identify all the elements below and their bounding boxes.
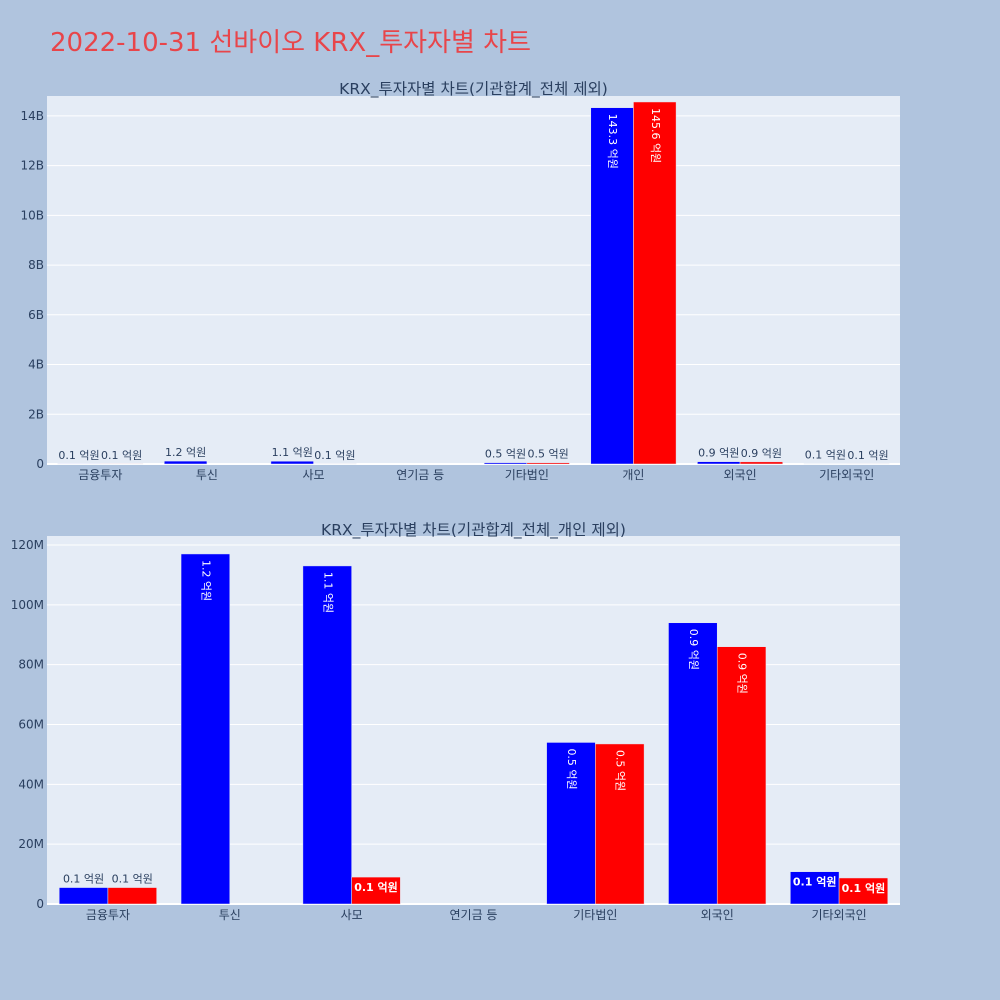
y-tick-label: 8B	[28, 258, 44, 272]
bar-label: 0.9 억원	[741, 447, 782, 460]
y-tick-label: 10B	[20, 208, 44, 222]
x-tick-label: 투신	[219, 908, 241, 922]
x-tick-label: 금융투자	[78, 468, 122, 482]
bar-label: 1.2 억원	[199, 560, 212, 601]
bar	[58, 887, 109, 905]
investor-chart-top: KRX_투자자별 차트(기관합계_전체 제외) 0 2B 4B 6B 8B 10B 12B 14…	[20, 80, 900, 482]
bar	[351, 876, 401, 905]
bar-label: 0.1 억원	[842, 881, 886, 895]
bar	[270, 460, 314, 465]
plot-area	[47, 96, 900, 464]
bar-label: 1.2 억원	[165, 446, 206, 459]
bar-label: 0.5 억원	[614, 750, 627, 791]
bar	[838, 877, 889, 905]
bar-label: 0.5 억원	[485, 448, 526, 461]
bar	[697, 461, 741, 465]
bar-label: 0.1 억원	[805, 449, 846, 462]
y-tick-label: 6B	[28, 308, 44, 322]
bar	[180, 553, 231, 905]
y-tick-label: 120M	[11, 538, 44, 552]
x-tick-label: 기타법인	[505, 468, 549, 482]
bar	[302, 565, 352, 905]
bar	[595, 743, 645, 905]
bar-label: 0.1 억원	[63, 873, 104, 886]
x-tick-label: 기타외국인	[819, 468, 874, 482]
y-tick-label: 2B	[28, 407, 44, 421]
x-tick-label: 개인	[622, 468, 644, 482]
x-tick-label: 사모	[341, 908, 363, 922]
investor-chart-bottom: KRX_투자자별 차트(기관합계_전체_개인 제외) 0 20M 40M 60M 80M 1…	[11, 521, 900, 922]
bar	[790, 871, 840, 905]
bar	[107, 887, 157, 905]
y-tick-label: 0	[36, 457, 44, 471]
y-tick-label: 60M	[18, 717, 44, 731]
x-tick-label: 기타외국인	[811, 908, 866, 922]
bar-label: 0.1 억원	[112, 873, 153, 886]
bar-label: 143.3 억원	[606, 114, 619, 169]
y-tick-label: 4B	[28, 358, 44, 372]
y-tick-label: 14B	[20, 109, 44, 123]
bar-label: 1.1 억원	[272, 446, 313, 459]
bar	[164, 460, 208, 465]
x-tick-label: 사모	[303, 468, 325, 482]
bar-label: 0.1 억원	[101, 449, 142, 462]
bar	[590, 107, 634, 465]
x-tick-label: 외국인	[724, 468, 757, 482]
bar-label: 1.1 억원	[321, 572, 334, 613]
x-tick-label: 연기금 등	[450, 908, 498, 922]
bar	[483, 462, 528, 465]
bar-label: 145.6 억원	[649, 108, 662, 163]
bar-label: 0.9 억원	[687, 629, 700, 670]
bar-label: 0.9 억원	[698, 447, 739, 460]
bar-label: 0.1 억원	[354, 880, 398, 894]
chart-title: KRX_투자자별 차트(기관합계_전체 제외)	[339, 80, 608, 99]
bar-label: 0.9 억원	[736, 653, 749, 694]
x-tick-label: 금융투자	[86, 908, 130, 922]
x-tick-label: 기타법인	[573, 908, 617, 922]
bar-label: 0.1 억원	[793, 875, 837, 889]
bar-label: 0.5 억원	[528, 448, 569, 461]
bar	[526, 462, 570, 465]
bar	[739, 461, 783, 465]
plot-area	[47, 536, 900, 904]
page-title: 2022-10-31 선바이오 KRX_투자자별 차트	[50, 28, 532, 58]
y-tick-label: 0	[36, 897, 44, 911]
x-tick-label: 외국인	[701, 908, 734, 922]
y-tick-label: 12B	[20, 159, 44, 173]
bar	[546, 742, 596, 905]
bar	[716, 646, 767, 905]
y-tick-label: 80M	[18, 658, 44, 672]
y-tick-label: 20M	[18, 837, 44, 851]
bar-label: 0.1 억원	[314, 449, 355, 462]
y-tick-label: 40M	[18, 777, 44, 791]
bar-label: 0.1 억원	[58, 449, 99, 462]
x-tick-label: 연기금 등	[396, 468, 444, 482]
bar-label: 0.1 억원	[847, 449, 888, 462]
chart-title: KRX_투자자별 차트(기관합계_전체_개인 제외)	[321, 521, 626, 540]
bar	[633, 101, 677, 465]
y-tick-label: 100M	[11, 598, 44, 612]
bar-label: 0.5 억원	[565, 748, 578, 789]
bar	[668, 622, 718, 905]
x-tick-label: 투신	[196, 468, 218, 482]
